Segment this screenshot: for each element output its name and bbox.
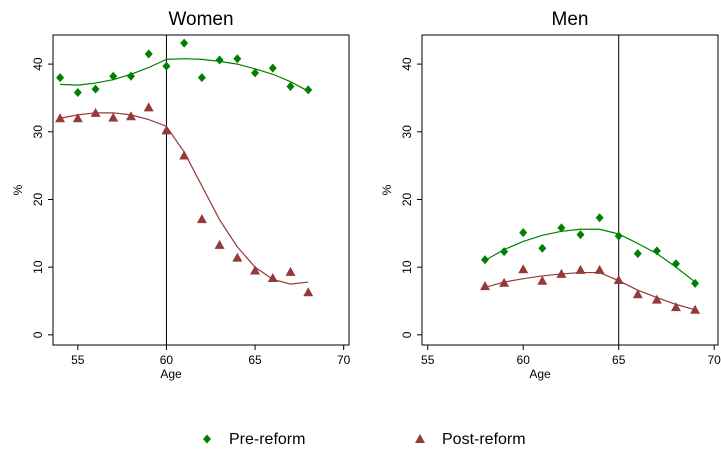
x-tick-label: 65: [248, 353, 262, 367]
legend-marker: [415, 434, 425, 443]
fit-line: [60, 58, 309, 92]
point: [250, 265, 261, 275]
point: [481, 255, 490, 265]
point: [575, 264, 586, 274]
x-tick-label: 60: [160, 353, 174, 367]
point: [499, 277, 510, 287]
point: [303, 287, 314, 297]
plot-frame: [421, 34, 719, 346]
y-tick-label: 20: [31, 192, 45, 206]
point: [144, 49, 153, 59]
x-tick-label: 55: [71, 353, 85, 367]
y-tick-label: 0: [400, 331, 414, 338]
point: [538, 243, 547, 253]
point: [268, 63, 277, 73]
x-tick-label: 55: [421, 353, 435, 367]
point: [285, 266, 296, 276]
x-axis-label: Age: [160, 367, 182, 381]
point: [613, 275, 624, 285]
y-tick-label: 40: [31, 57, 45, 71]
point: [632, 289, 643, 299]
chart-title: Men: [552, 9, 589, 30]
fit-line: [484, 228, 696, 283]
point: [126, 71, 135, 81]
y-tick-label: 30: [31, 125, 45, 139]
point: [73, 88, 82, 98]
point: [125, 111, 136, 121]
chart-title: Women: [168, 9, 233, 30]
point: [595, 213, 604, 223]
point: [180, 38, 189, 48]
point: [557, 223, 566, 233]
point: [690, 304, 701, 314]
point: [251, 68, 260, 78]
point: [304, 85, 313, 95]
legend-label: Post-reform: [442, 431, 526, 448]
point: [480, 281, 491, 291]
point: [518, 264, 529, 274]
point: [556, 268, 567, 278]
y-axis-label: %: [380, 184, 394, 195]
point: [633, 249, 642, 259]
point: [161, 125, 172, 135]
y-tick-label: 20: [400, 192, 414, 206]
x-axis-label: Age: [529, 367, 551, 381]
y-tick-label: 40: [400, 57, 414, 71]
x-tick-label: 65: [612, 353, 626, 367]
fit-line: [59, 112, 309, 285]
point: [286, 81, 295, 91]
point: [671, 259, 680, 269]
y-axis-label: %: [11, 184, 25, 195]
point: [614, 231, 623, 241]
point: [691, 278, 700, 288]
point: [670, 302, 681, 312]
y-tick-label: 10: [31, 260, 45, 274]
point: [109, 71, 118, 81]
point: [56, 73, 65, 83]
point: [594, 264, 605, 274]
point: [179, 150, 190, 160]
plot-frame: [52, 34, 350, 346]
point: [652, 246, 661, 256]
point: [500, 247, 509, 257]
legend-label: Pre-reform: [229, 431, 305, 448]
point: [267, 272, 278, 282]
legend-marker: [203, 434, 211, 444]
fit-line: [484, 271, 696, 311]
point: [143, 102, 154, 112]
point: [108, 112, 119, 122]
x-tick-label: 70: [337, 353, 351, 367]
point: [233, 54, 242, 64]
y-tick-label: 0: [31, 331, 45, 338]
x-tick-label: 70: [708, 353, 721, 367]
point: [197, 73, 206, 83]
point: [196, 214, 207, 224]
point: [537, 275, 548, 285]
point: [55, 113, 66, 123]
x-tick-label: 60: [517, 353, 531, 367]
point: [91, 84, 100, 94]
point: [90, 107, 101, 117]
y-tick-label: 30: [400, 125, 414, 139]
point: [215, 55, 224, 65]
point: [214, 239, 225, 249]
point: [72, 113, 83, 123]
point: [519, 228, 528, 238]
y-tick-label: 10: [400, 260, 414, 274]
point: [651, 294, 662, 304]
point: [232, 252, 243, 262]
point: [576, 230, 585, 240]
point: [162, 61, 171, 71]
